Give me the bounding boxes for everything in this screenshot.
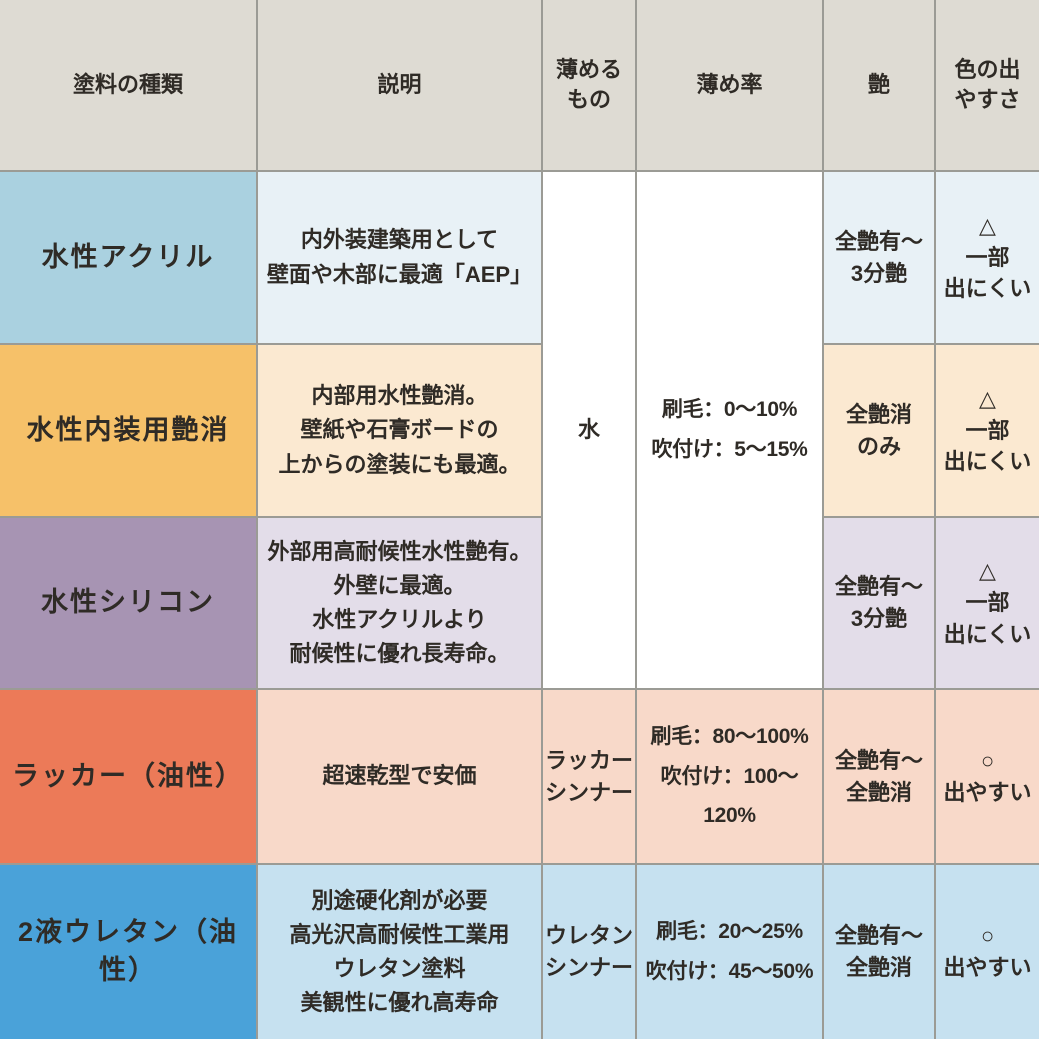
row-urethane-name: 2液ウレタン（油性） <box>0 865 256 1039</box>
row-lacquer-description: 超速乾型で安価 <box>258 690 541 863</box>
row-urethane-description: 別途硬化剤が必要 高光沢高耐候性工業用 ウレタン塗料 美観性に優れ高寿命 <box>258 865 541 1039</box>
header-color-ease: 色の出 やすさ <box>936 0 1039 170</box>
row-acrylic-name: 水性アクリル <box>0 172 256 343</box>
row-lacquer-gloss: 全艶有〜 全艶消 <box>824 690 934 863</box>
header-description: 説明 <box>258 0 541 170</box>
header-thinner: 薄める もの <box>543 0 635 170</box>
row-interior-matte-name: 水性内装用艶消 <box>0 345 256 516</box>
row-urethane-thinner: ウレタン シンナー <box>543 865 635 1039</box>
header-gloss: 艶 <box>824 0 934 170</box>
row-urethane-color-ease: ○ 出やすい <box>936 865 1039 1039</box>
row-lacquer-dilution: 刷毛：80〜100% 吹付け：100〜120% <box>637 690 822 863</box>
row-interior-matte-description: 内部用水性艶消。 壁紙や石膏ボードの 上からの塗装にも最適。 <box>258 345 541 516</box>
row-lacquer-name: ラッカー（油性） <box>0 690 256 863</box>
row-silicone-name: 水性シリコン <box>0 518 256 688</box>
row-acrylic-gloss: 全艶有〜 3分艶 <box>824 172 934 343</box>
header-paint-type: 塗料の種類 <box>0 0 256 170</box>
merged-dilution-water: 刷毛：0〜10% 吹付け：5〜15% <box>637 172 822 688</box>
row-silicone-description: 外部用高耐候性水性艶有。 外壁に最適。 水性アクリルより 耐候性に優れ長寿命。 <box>258 518 541 688</box>
merged-thinner-water: 水 <box>543 172 635 688</box>
row-interior-matte-gloss: 全艶消 のみ <box>824 345 934 516</box>
row-acrylic-description: 内外装建築用として 壁面や木部に最適「AEP」 <box>258 172 541 343</box>
row-lacquer-thinner: ラッカー シンナー <box>543 690 635 863</box>
row-acrylic-color-ease: △ 一部 出にくい <box>936 172 1039 343</box>
row-urethane-gloss: 全艶有〜 全艶消 <box>824 865 934 1039</box>
row-silicone-color-ease: △ 一部 出にくい <box>936 518 1039 688</box>
row-silicone-gloss: 全艶有〜 3分艶 <box>824 518 934 688</box>
row-interior-matte-color-ease: △ 一部 出にくい <box>936 345 1039 516</box>
header-dilution-rate: 薄め率 <box>637 0 822 170</box>
row-lacquer-color-ease: ○ 出やすい <box>936 690 1039 863</box>
row-urethane-dilution: 刷毛：20〜25% 吹付け：45〜50% <box>637 865 822 1039</box>
